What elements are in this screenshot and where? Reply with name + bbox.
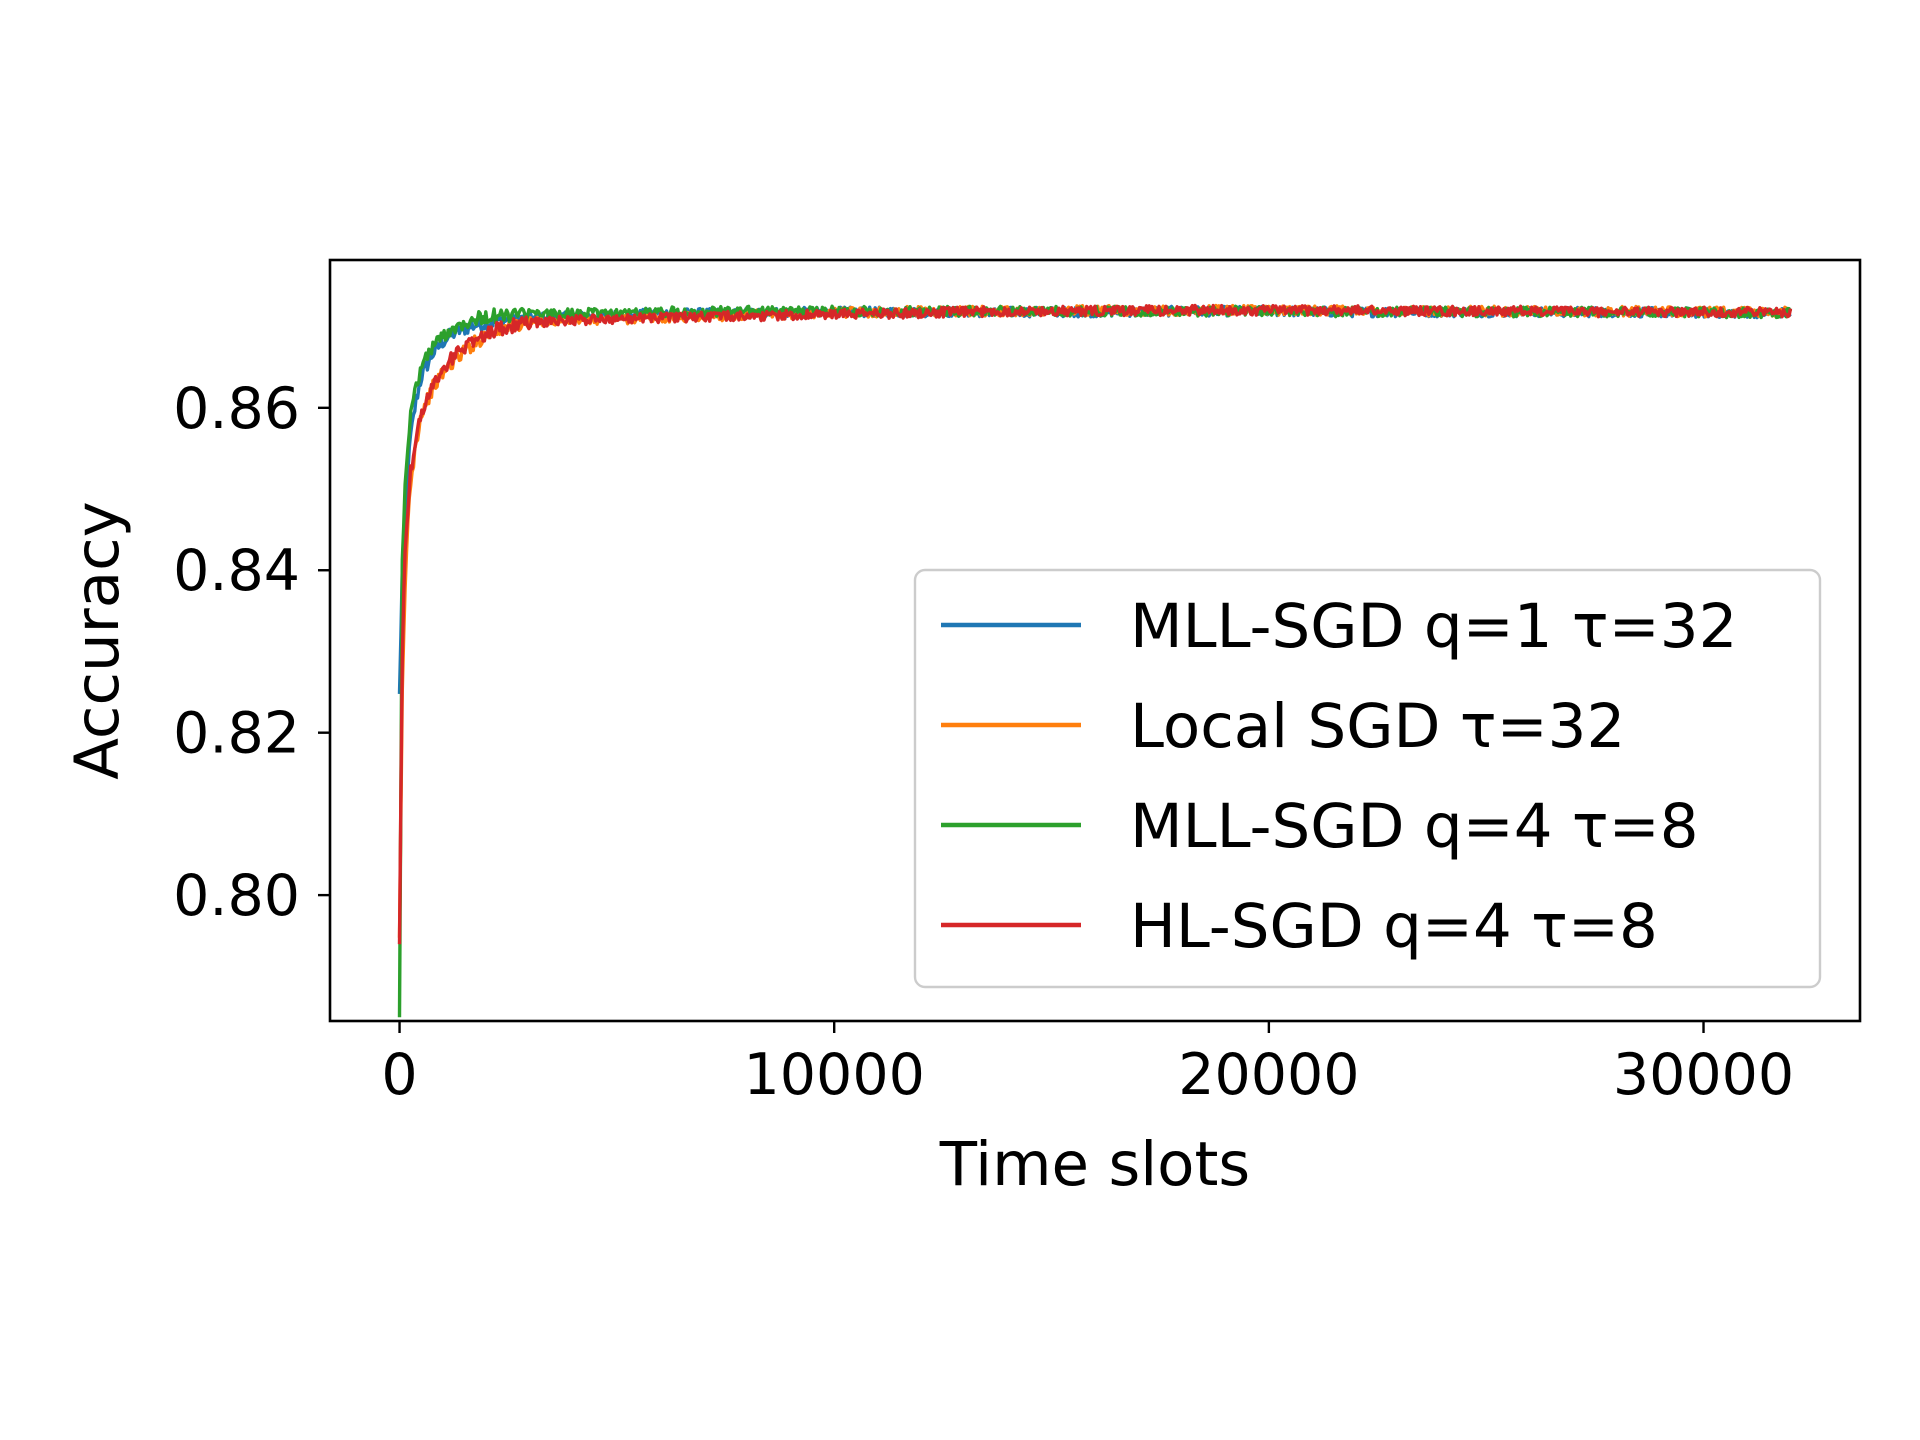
legend-box — [913, 568, 1822, 989]
y-tick-label: 0.86 — [173, 376, 300, 442]
x-tick-label: 30000 — [1613, 1042, 1794, 1108]
y-axis-label: Accuracy — [62, 501, 133, 780]
legend: MLL-SGD q=1 τ=32 Local SGD τ=32 MLL-SGD q=… — [913, 568, 1822, 989]
y-tick-label: 0.80 — [173, 863, 300, 929]
legend-label: HL-SGD q=4 τ=8 — [1130, 891, 1658, 962]
plot-frame — [328, 258, 1862, 1023]
x-tick-label: 20000 — [1178, 1042, 1359, 1108]
axes-layer: 0 10000 20000 30000 0.80 0.82 0.84 0.86 — [173, 376, 1794, 1108]
legend-label: MLL-SGD q=1 τ=32 — [1130, 591, 1737, 662]
x-tick-label: 0 — [381, 1042, 417, 1108]
y-tick-label: 0.84 — [173, 538, 300, 604]
y-tick-label: 0.82 — [173, 701, 300, 767]
x-axis-label: Time slots — [939, 1129, 1250, 1200]
legend-label: MLL-SGD q=4 τ=8 — [1130, 791, 1699, 862]
legend-label: Local SGD τ=32 — [1130, 691, 1625, 762]
series-layer — [397, 303, 1793, 1018]
x-tick-label: 10000 — [744, 1042, 925, 1108]
series-line — [397, 303, 1793, 945]
